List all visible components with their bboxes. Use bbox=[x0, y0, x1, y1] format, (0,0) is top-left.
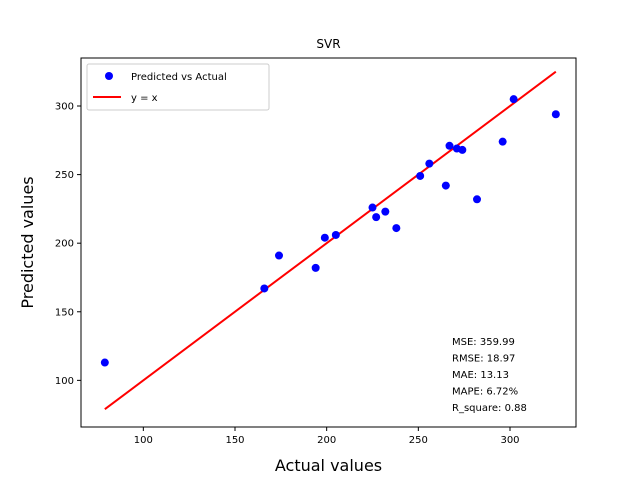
x-tick-label: 200 bbox=[317, 435, 336, 446]
scatter-point bbox=[509, 95, 518, 104]
legend-label-predicted: Predicted vs Actual bbox=[131, 72, 227, 83]
scatter-point bbox=[275, 251, 283, 260]
legend: Predicted vs Actual y = x bbox=[86, 63, 270, 111]
scatter-point bbox=[260, 284, 269, 293]
x-tick-label: 150 bbox=[225, 435, 244, 446]
y-tick-label: 200 bbox=[55, 239, 74, 250]
scatter-point bbox=[331, 230, 340, 239]
y-tick-label: 250 bbox=[55, 170, 74, 181]
scatter-point bbox=[100, 358, 109, 367]
axes-frame bbox=[80, 57, 577, 428]
metric-rmse: RMSE: 18.97 bbox=[452, 354, 515, 365]
identity-line bbox=[104, 70, 557, 410]
scatter-point bbox=[498, 137, 507, 146]
scatter-point bbox=[441, 181, 450, 190]
scatter-point bbox=[458, 145, 467, 154]
y-tick-label: 150 bbox=[55, 307, 74, 318]
scatter-point bbox=[311, 263, 320, 272]
legend-marker-predicted bbox=[105, 72, 113, 80]
scatter-point bbox=[416, 171, 425, 180]
scatter-point bbox=[368, 203, 377, 212]
chart-title: SVR bbox=[316, 37, 340, 51]
scatter-point bbox=[425, 159, 434, 168]
legend-label-identity-line: y = x bbox=[131, 93, 158, 104]
y-tick-label: 300 bbox=[55, 102, 74, 113]
scatter-point bbox=[372, 213, 381, 222]
x-axis-title: Actual values bbox=[275, 456, 382, 475]
x-tick-label: 250 bbox=[409, 435, 428, 446]
plot-area: 100 150 200 250 300 100 150 200 250 300 bbox=[55, 57, 577, 446]
metric-r-square: R_square: 0.88 bbox=[452, 403, 527, 414]
y-axis-title: Predicted values bbox=[18, 176, 37, 308]
scatter-point bbox=[320, 233, 329, 242]
metrics-annotation: MSE: 359.99 RMSE: 18.97 MAE: 13.13 MAPE:… bbox=[452, 337, 527, 414]
legend-box bbox=[86, 63, 270, 111]
x-tick-label: 100 bbox=[134, 435, 153, 446]
y-tick-label: 100 bbox=[55, 376, 74, 387]
x-tick-label: 300 bbox=[500, 435, 519, 446]
scatter-point bbox=[392, 224, 401, 233]
metric-mae: MAE: 13.13 bbox=[452, 370, 509, 381]
metric-mse: MSE: 359.99 bbox=[452, 337, 515, 348]
metric-mape: MAPE: 6.72% bbox=[452, 387, 518, 398]
scatter-point bbox=[473, 195, 481, 204]
scatter-point bbox=[445, 141, 454, 150]
scatter-point bbox=[381, 207, 390, 216]
scatter-point bbox=[551, 110, 560, 119]
